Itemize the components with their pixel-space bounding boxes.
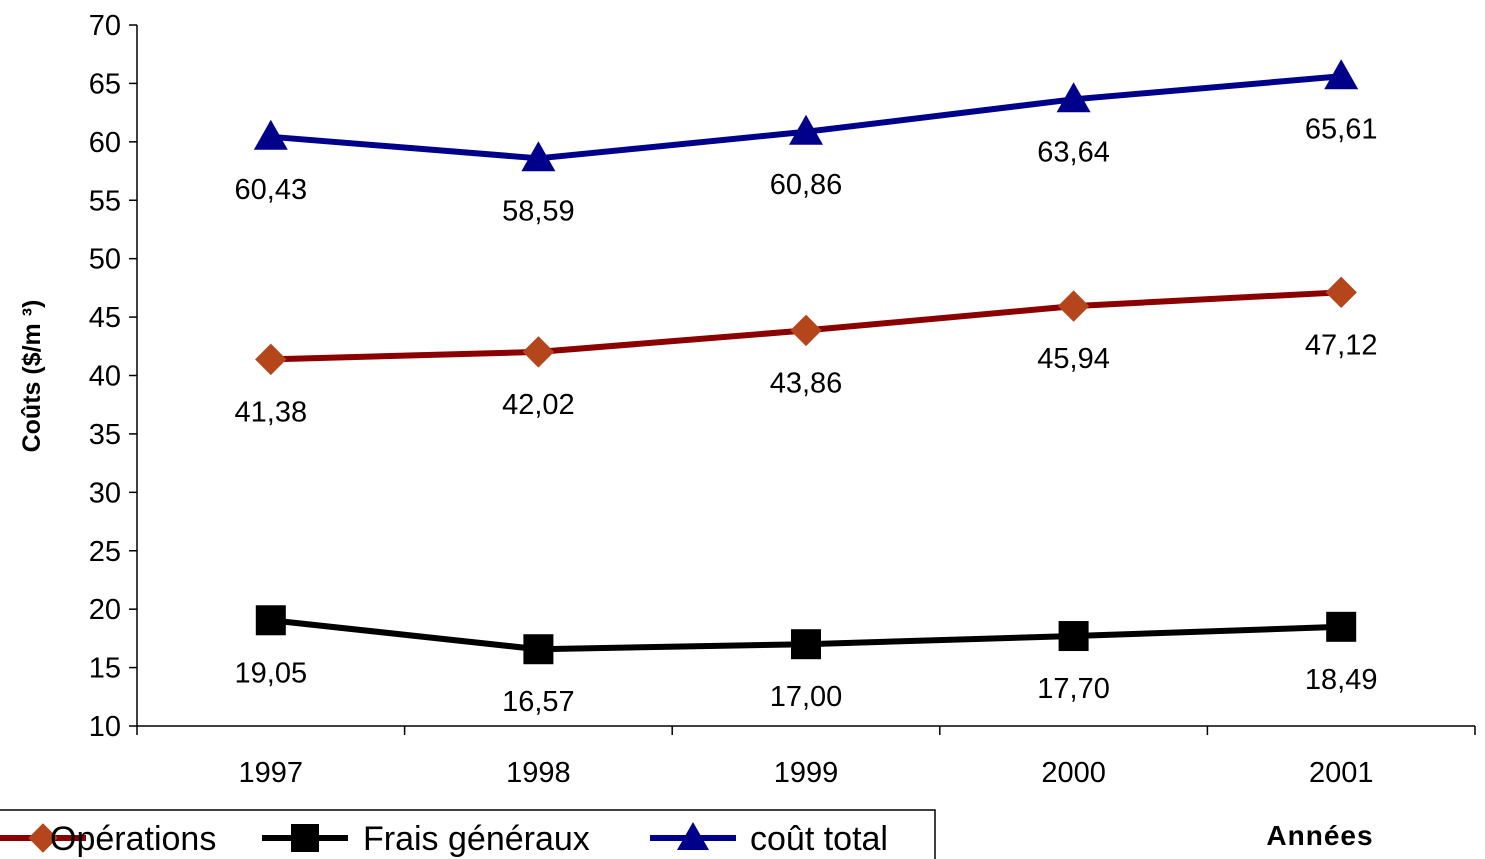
y-tick-label: 45 bbox=[89, 302, 121, 334]
y-tick-label: 35 bbox=[89, 419, 121, 451]
series-0-data-label: 42,02 bbox=[502, 389, 575, 421]
series-0-data-label: 47,12 bbox=[1305, 329, 1378, 361]
y-tick-label: 70 bbox=[89, 10, 121, 42]
series-0-marker bbox=[1326, 277, 1356, 307]
series-1-data-label: 19,05 bbox=[235, 657, 308, 689]
legend: Opérations Frais généraux coût total bbox=[0, 810, 935, 859]
series-0-marker bbox=[523, 337, 553, 367]
y-tick-label: 65 bbox=[89, 68, 121, 100]
y-axis-title: Coûts ($/m ³) bbox=[18, 300, 46, 453]
y-tick-label: 40 bbox=[89, 361, 121, 393]
series-1-data-label: 17,00 bbox=[770, 681, 843, 713]
series-2-data-label: 60,86 bbox=[770, 169, 843, 201]
series-1-marker bbox=[523, 634, 553, 664]
y-tick-label: 30 bbox=[89, 477, 121, 509]
series-1-marker bbox=[256, 605, 286, 635]
y-tick-label: 20 bbox=[89, 594, 121, 626]
x-axis-ticks: 1997 1998 1999 2000 2001 bbox=[137, 726, 1475, 789]
x-tick-label: 2001 bbox=[1309, 757, 1374, 789]
series-1-marker bbox=[791, 629, 821, 659]
legend-label-0: Opérations bbox=[50, 820, 216, 858]
series-2-marker bbox=[1324, 59, 1358, 89]
series-2-data-label: 60,43 bbox=[235, 174, 308, 206]
series-0-marker bbox=[791, 315, 821, 345]
y-tick-label: 15 bbox=[89, 653, 121, 685]
x-tick-label: 1999 bbox=[774, 757, 839, 789]
y-axis-ticks: 10 15 20 25 30 35 40 45 50 55 60 65 70 bbox=[89, 10, 137, 743]
series-0-marker bbox=[256, 344, 286, 374]
y-tick-label: 60 bbox=[89, 127, 121, 159]
series-0-data-label: 45,94 bbox=[1037, 343, 1110, 375]
series-2-data-label: 63,64 bbox=[1037, 136, 1110, 168]
series-group bbox=[254, 59, 1358, 664]
series-1-data-label: 16,57 bbox=[502, 686, 575, 718]
legend-label-2: coût total bbox=[750, 820, 888, 858]
series-0-data-label: 43,86 bbox=[770, 367, 843, 399]
x-tick-label: 1997 bbox=[239, 757, 304, 789]
series-2-data-label: 65,61 bbox=[1305, 113, 1378, 145]
x-axis-title: Années bbox=[1266, 820, 1373, 851]
data-labels: 41,38 42,02 43,86 45,94 47,12 19,05 16,57 17,00… bbox=[235, 113, 1378, 718]
series-1-marker bbox=[1059, 621, 1089, 651]
x-tick-label: 2000 bbox=[1041, 757, 1106, 789]
series-1-data-label: 18,49 bbox=[1305, 664, 1378, 696]
legend-label-1: Frais généraux bbox=[363, 820, 590, 858]
series-0-marker bbox=[1059, 291, 1089, 321]
legend-marker-1 bbox=[291, 824, 319, 852]
y-tick-label: 10 bbox=[89, 711, 121, 743]
series-0-data-label: 41,38 bbox=[235, 396, 308, 428]
series-1-data-label: 17,70 bbox=[1037, 673, 1110, 705]
x-tick-label: 1998 bbox=[506, 757, 571, 789]
y-tick-label: 55 bbox=[89, 185, 121, 217]
series-2-data-label: 58,59 bbox=[502, 195, 575, 227]
y-tick-label: 50 bbox=[89, 244, 121, 276]
y-tick-label: 25 bbox=[89, 536, 121, 568]
series-1-marker bbox=[1326, 612, 1356, 642]
